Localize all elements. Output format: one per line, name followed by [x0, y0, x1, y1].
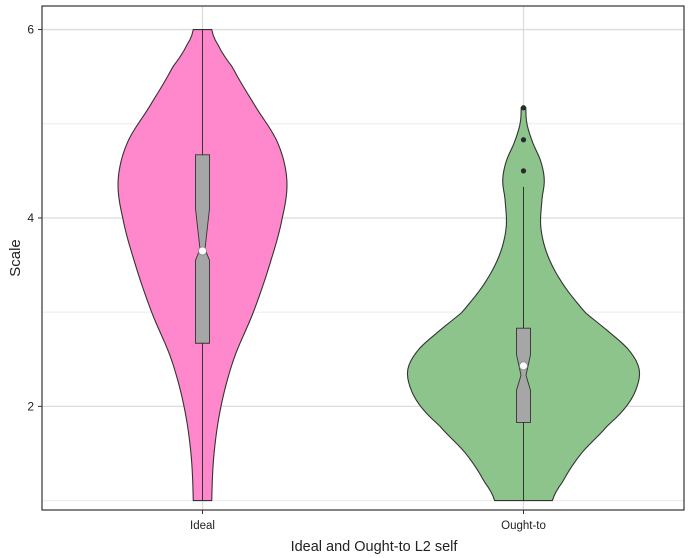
- x-tick-label: Ought-to: [501, 520, 546, 532]
- boxplots: [195, 29, 531, 501]
- mean-point: [198, 246, 207, 256]
- outlier-point: [520, 137, 527, 143]
- y-tick-label: 2: [27, 399, 34, 413]
- y-axis-title: Scale: [7, 239, 24, 277]
- x-tick-label: Ideal: [190, 520, 215, 532]
- x-axis-title: Ideal and Ought-to L2 self: [291, 539, 459, 555]
- outlier-point: [520, 168, 527, 174]
- y-tick-label: 4: [27, 211, 34, 225]
- plot-panel-border: [41, 5, 685, 511]
- notched-box: [516, 327, 531, 423]
- axes: 2 4 6 Ideal Ought-to: [27, 23, 546, 532]
- mean-point: [519, 361, 528, 371]
- outlier-point: [520, 105, 527, 111]
- y-tick-label: 6: [27, 23, 34, 37]
